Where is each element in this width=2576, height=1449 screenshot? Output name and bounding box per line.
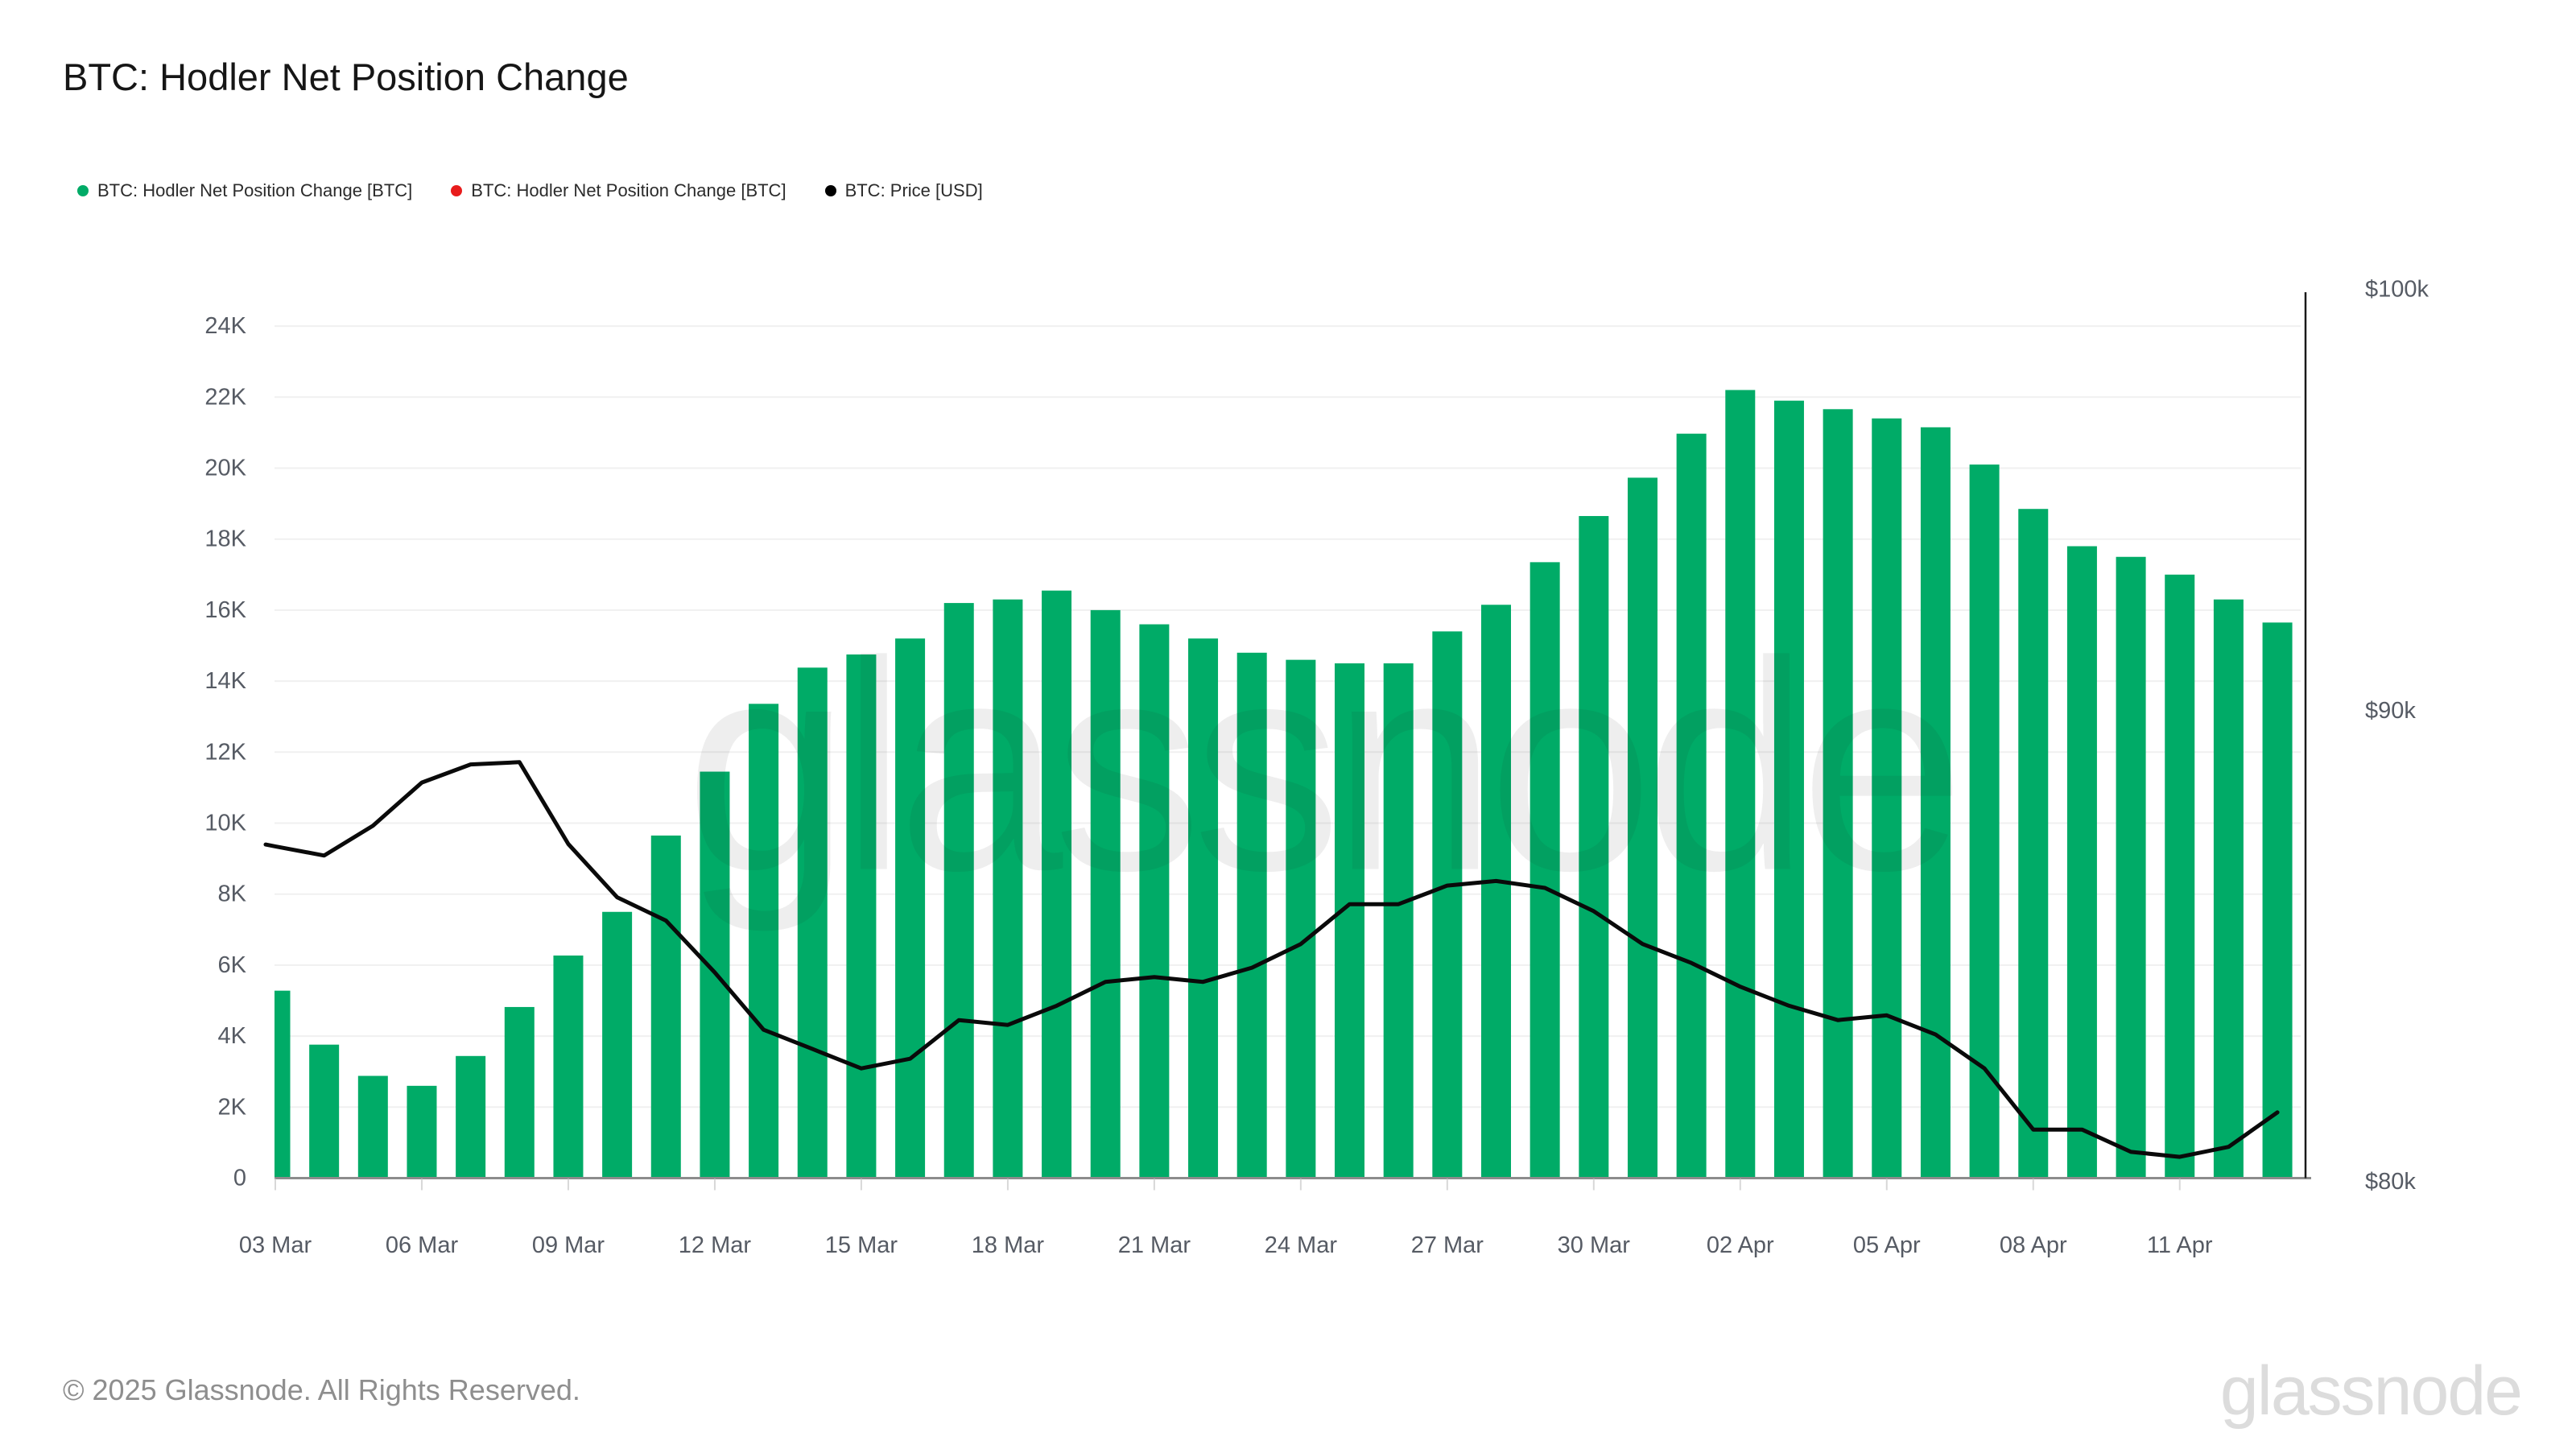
- left-axis-tick-label: 2K: [218, 1094, 247, 1120]
- left-axis-tick-label: 8K: [218, 881, 247, 907]
- green-series-dot-icon: [77, 185, 89, 196]
- hodler-net-position-bars[interactable]: [261, 390, 2293, 1179]
- left-axis-tick-label: 20K: [204, 456, 246, 481]
- right-axis-tick-label: $80k: [2365, 1169, 2416, 1195]
- bar-02-Apr[interactable]: [1725, 390, 1756, 1179]
- bar-01-Apr[interactable]: [1676, 433, 1707, 1179]
- x-tick-label: 30 Mar: [1558, 1232, 1631, 1258]
- bar-28-Mar[interactable]: [1481, 605, 1511, 1179]
- legend-item-hodler-net-position-green[interactable]: BTC: Hodler Net Position Change [BTC]: [77, 180, 412, 201]
- bar-14-Mar[interactable]: [797, 667, 828, 1179]
- left-axis-tick-label: 14K: [204, 668, 246, 694]
- x-tick-label: 06 Mar: [386, 1232, 459, 1258]
- x-tick-label: 09 Mar: [532, 1232, 605, 1258]
- bar-12-Apr[interactable]: [2213, 599, 2244, 1179]
- copyright-text: © 2025 Glassnode. All Rights Reserved.: [63, 1373, 580, 1406]
- bar-11-Mar[interactable]: [650, 835, 681, 1179]
- right-axis-labels: $80k $90k $100k: [2365, 277, 2429, 1195]
- bar-29-Mar[interactable]: [1530, 562, 1560, 1179]
- bar-26-Mar[interactable]: [1383, 663, 1414, 1179]
- bar-03-Apr[interactable]: [1773, 400, 1804, 1179]
- bar-31-Mar[interactable]: [1627, 477, 1657, 1179]
- left-axis-tick-label: 0: [233, 1166, 246, 1191]
- glassnode-logo-watermark: glassnode: [2219, 1352, 2523, 1430]
- left-axis-tick-label: 22K: [204, 384, 246, 410]
- bar-10-Apr[interactable]: [2116, 556, 2146, 1179]
- bar-09-Apr[interactable]: [2066, 546, 2097, 1179]
- left-axis-tick-label: 4K: [218, 1023, 247, 1049]
- left-axis-tick-label: 6K: [218, 952, 247, 978]
- x-tick-label: 24 Mar: [1265, 1232, 1338, 1258]
- bar-17-Mar[interactable]: [943, 603, 974, 1179]
- bar-13-Apr[interactable]: [2262, 622, 2293, 1179]
- x-tick-label: 11 Apr: [2147, 1232, 2213, 1258]
- left-axis-tick-label: 24K: [204, 313, 246, 339]
- x-tick-label: 03 Mar: [239, 1232, 312, 1258]
- bar-04-Apr[interactable]: [1823, 409, 1853, 1179]
- bar-23-Mar[interactable]: [1236, 652, 1267, 1179]
- left-axis-labels: 0 2K 4K 6K 8K 10K 12K 14K 16K 18K 20K 22K 24K: [204, 313, 246, 1191]
- bar-09-Mar[interactable]: [553, 955, 584, 1179]
- bar-06-Mar[interactable]: [407, 1085, 437, 1179]
- bar-05-Mar[interactable]: [357, 1075, 388, 1179]
- bar-03-Mar[interactable]: [261, 990, 291, 1179]
- bar-05-Apr[interactable]: [1872, 418, 1902, 1179]
- right-axis-tick-label: $90k: [2365, 698, 2416, 724]
- legend-item-label: BTC: Hodler Net Position Change [BTC]: [471, 180, 786, 200]
- legend-item-price[interactable]: BTC: Price [USD]: [824, 180, 983, 201]
- x-tick-label: 21 Mar: [1118, 1232, 1191, 1258]
- x-tick-label: 15 Mar: [825, 1232, 898, 1258]
- legend-item-label: BTC: Price [USD]: [844, 180, 983, 200]
- bar-13-Mar[interactable]: [749, 704, 779, 1179]
- bar-22-Mar[interactable]: [1188, 638, 1219, 1179]
- left-axis-tick-label: 18K: [204, 526, 246, 552]
- left-axis-tick-label: 12K: [204, 739, 246, 765]
- page-title: BTC: Hodler Net Position Change: [63, 56, 629, 98]
- btc-price-line[interactable]: [263, 760, 2280, 1159]
- x-axis: 03 Mar 06 Mar 09 Mar 12 Mar 15 Mar 18 Mar 21 M…: [239, 1177, 2311, 1258]
- bar-24-Mar[interactable]: [1286, 659, 1316, 1179]
- bar-11-Apr[interactable]: [2165, 574, 2195, 1179]
- bar-08-Mar[interactable]: [504, 1006, 535, 1179]
- legend-item-label: BTC: Hodler Net Position Change [BTC]: [97, 180, 413, 200]
- red-series-dot-icon: [451, 185, 463, 196]
- bar-21-Mar[interactable]: [1139, 624, 1170, 1179]
- x-tick-label: 12 Mar: [679, 1232, 752, 1258]
- bar-25-Mar[interactable]: [1335, 663, 1365, 1179]
- bar-27-Mar[interactable]: [1432, 631, 1463, 1179]
- bar-10-Mar[interactable]: [602, 911, 633, 1179]
- black-series-dot-icon: [824, 185, 836, 196]
- legend-item-hodler-net-position-red[interactable]: BTC: Hodler Net Position Change [BTC]: [451, 180, 786, 201]
- x-tick-label: 05 Apr: [1853, 1232, 1921, 1258]
- right-axis-tick-label: $100k: [2365, 277, 2429, 303]
- bar-18-Mar[interactable]: [993, 599, 1023, 1179]
- bar-08-Apr[interactable]: [2018, 509, 2049, 1179]
- bar-06-Apr[interactable]: [1920, 427, 1951, 1179]
- bar-04-Mar[interactable]: [309, 1044, 340, 1179]
- bar-16-Mar[interactable]: [895, 638, 926, 1179]
- bar-07-Mar[interactable]: [456, 1055, 486, 1179]
- left-axis-tick-label: 10K: [204, 811, 246, 836]
- bar-20-Mar[interactable]: [1090, 609, 1121, 1179]
- x-tick-label: 02 Apr: [1707, 1232, 1774, 1258]
- left-axis-tick-label: 16K: [204, 597, 246, 623]
- bar-30-Mar[interactable]: [1579, 516, 1609, 1179]
- x-tick-label: 18 Mar: [972, 1232, 1045, 1258]
- x-tick-label: 27 Mar: [1411, 1232, 1484, 1258]
- chart-legend: BTC: Hodler Net Position Change [BTC] BT…: [77, 180, 983, 201]
- x-tick-label: 08 Apr: [2000, 1232, 2067, 1258]
- bar-19-Mar[interactable]: [1042, 590, 1072, 1179]
- bar-15-Mar[interactable]: [846, 654, 877, 1179]
